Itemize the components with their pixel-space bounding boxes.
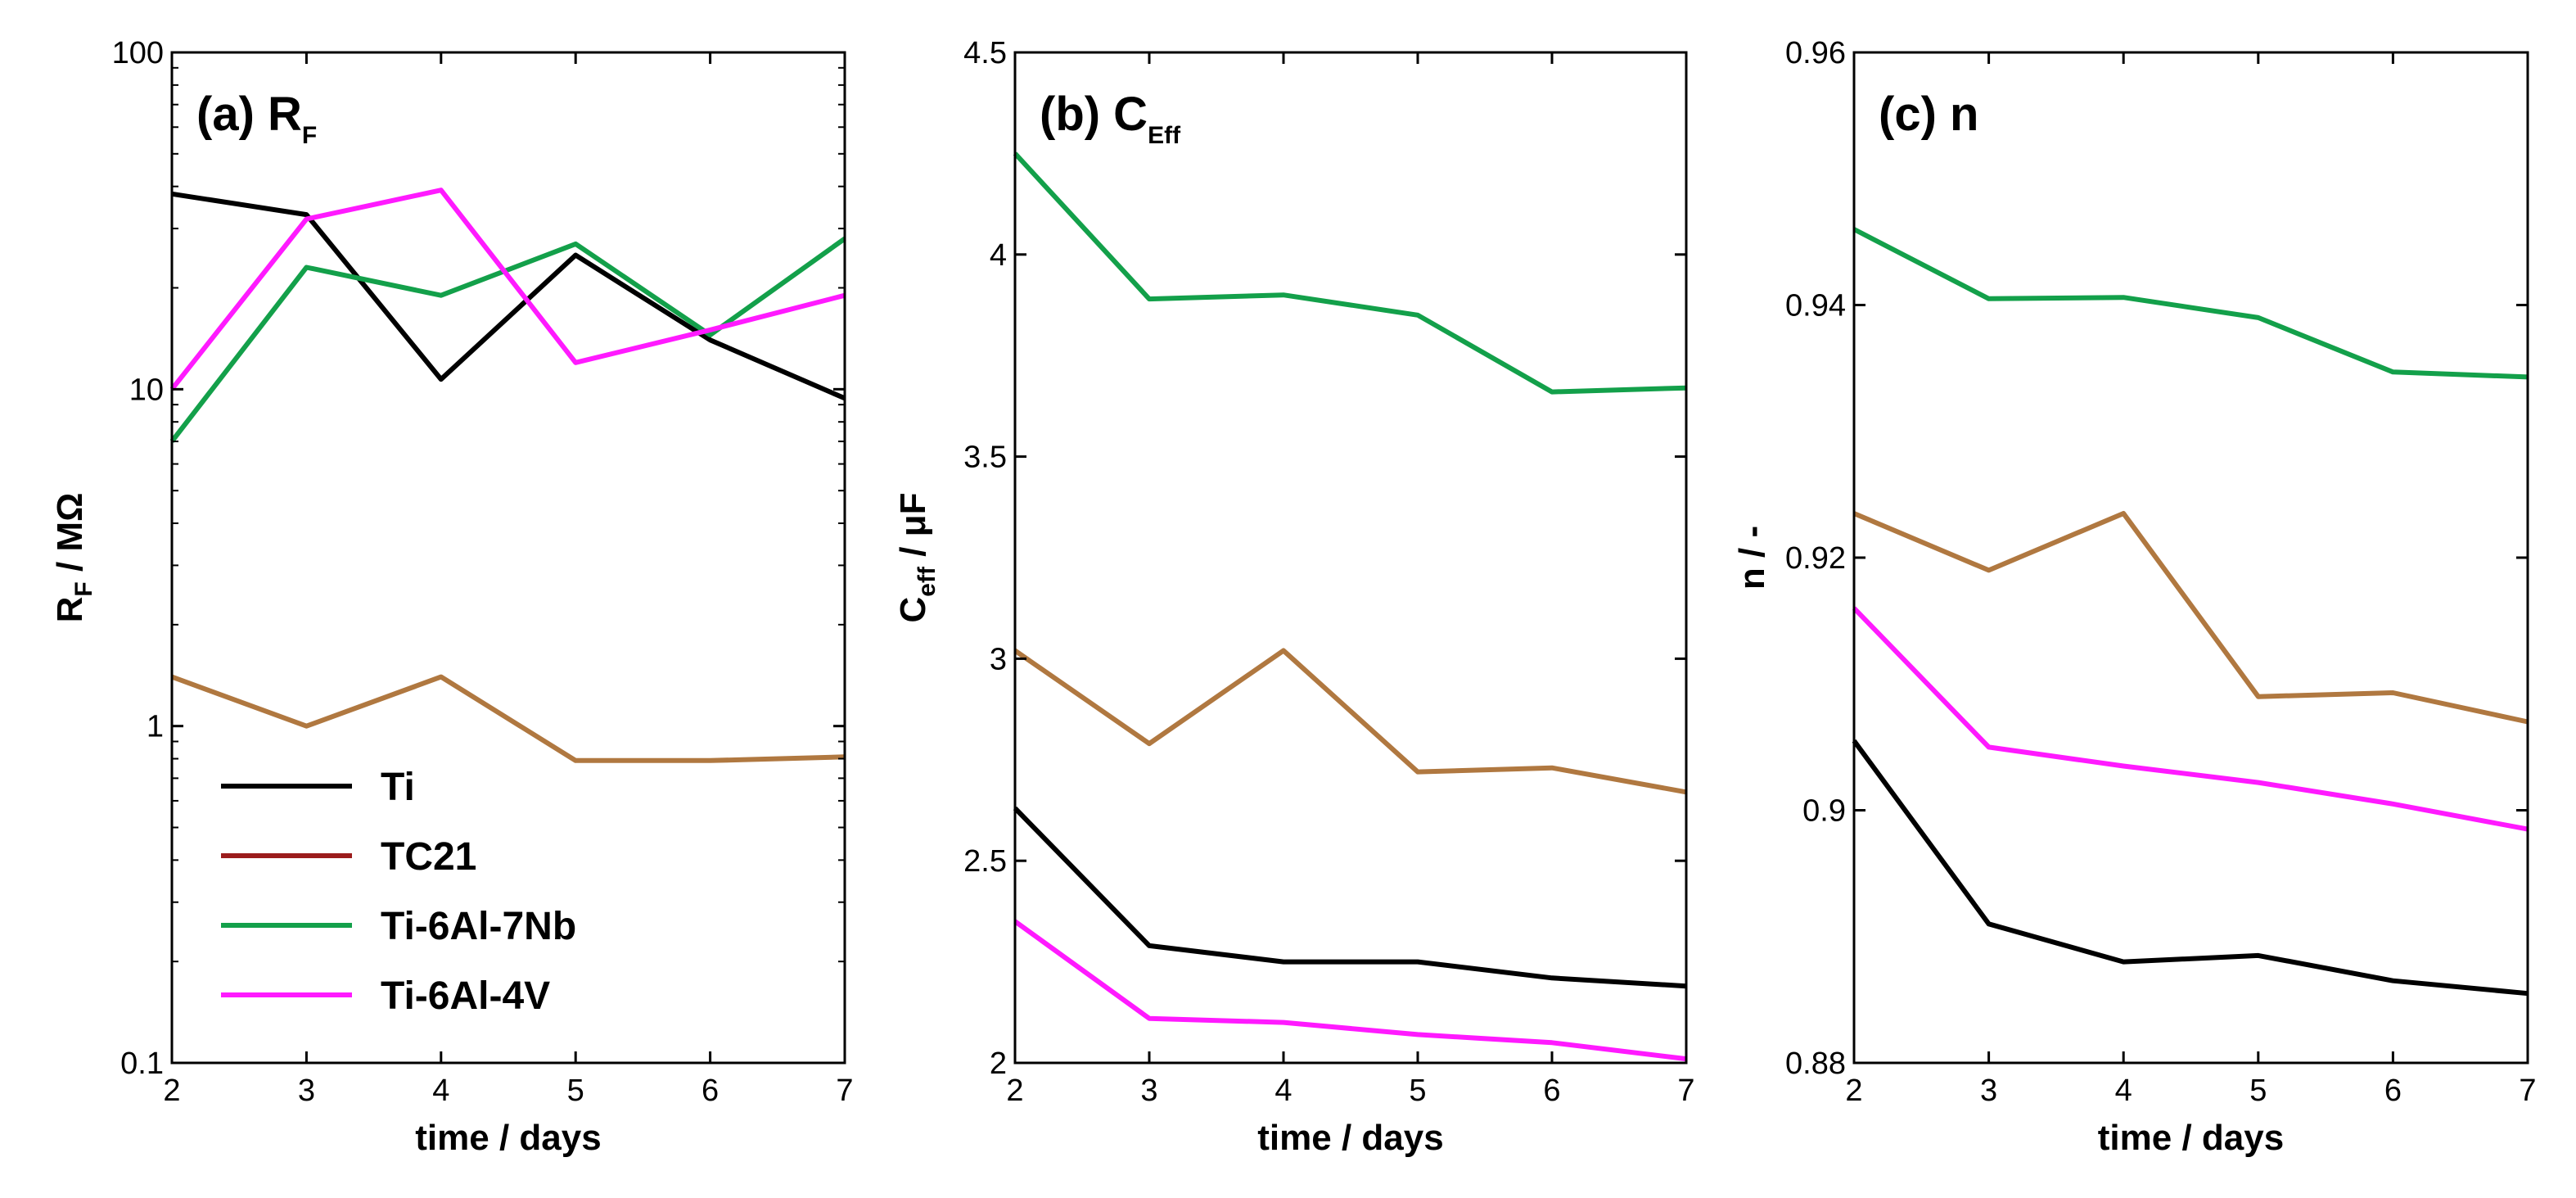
panel-title-sub: Eff [1148,122,1181,149]
legend-label: TC21 [381,835,476,879]
series-line-ti-6al-4v [1013,919,1687,1062]
panel-title-main: (a) R [196,88,302,141]
y-axis-label: Ceff / μF [893,493,941,623]
panel-title-sub: F [302,122,317,149]
y-tick-label: 2.5 [963,844,1007,879]
y-axis-label-sub: F [70,581,97,596]
series-line-ti [1852,739,2529,997]
x-axis-label: time / days [2098,1118,2284,1158]
y-tick-label: 4.5 [963,36,1007,70]
x-axis-label: time / days [415,1118,601,1158]
x-tick-label: 7 [1677,1074,1694,1108]
x-tick-label: 6 [702,1074,719,1108]
series-group [169,188,846,763]
x-tick-label: 6 [2384,1074,2402,1108]
y-tick-label: 0.94 [1785,289,1846,323]
x-tick-label: 5 [1409,1074,1426,1108]
legend-label: Ti-6Al-4V [381,974,550,1018]
panel-2: 2 3 4 5 6 7 2 2.5 3 3.5 4 4.5 (b) CEff time / days Cef… [893,36,1695,1158]
y-tick-label: 0.9 [1802,794,1846,829]
panel-title: (b) CEff [1040,88,1181,149]
y-axis-label-unit: / MΩ [50,493,90,582]
y-tick-label: 100 [112,36,164,70]
y-axis-label-sub: eff [914,566,941,597]
x-tick-label: 3 [1140,1074,1157,1108]
series-line-ti-6al-7nb [1852,227,2529,380]
y-tick-label: 1 [147,710,164,744]
x-tick-label: 2 [1845,1074,1862,1108]
x-tick-label: 4 [1274,1074,1292,1108]
x-tick-label: 7 [2519,1074,2536,1108]
legend: Ti TC21 Ti-6Al-7Nb Ti-6Al-4V [221,766,576,1018]
series-line-ti-6al-7nb [1013,151,1687,395]
panel-title-main: (c) n [1879,88,1978,141]
y-tick-label: 0.88 [1785,1047,1846,1081]
panel-title-main: (b) C [1040,88,1148,141]
x-axis-label: time / days [1257,1118,1443,1158]
y-tick-label: 4 [990,238,1007,273]
legend-label: Ti-6Al-7Nb [381,905,576,948]
series-line-ti-6al-7nb [169,236,846,443]
series-line-tc21 [1852,511,2529,725]
y-axis-label-main: R [50,597,90,623]
plot-frame [170,51,846,1065]
x-tick-label: 7 [836,1074,853,1108]
x-tick-label: 5 [567,1074,584,1108]
series-group [1852,227,2529,997]
y-axis-label: n / - [1732,526,1772,590]
series-line-ti [171,191,846,401]
series-line-ti [1013,806,1687,989]
legend-label: Ti [381,766,415,809]
x-tick-label: 3 [298,1074,315,1108]
x-tick-label: 4 [432,1074,449,1108]
x-tick-label: 6 [1543,1074,1560,1108]
y-tick-label: 3 [990,642,1007,676]
x-tick-label: 5 [2249,1074,2267,1108]
panel-title: (c) n [1879,88,1978,141]
series-line-tc21 [1013,648,1687,795]
series-line-tc21 [170,674,846,763]
series-group [1013,151,1687,1062]
y-tick-label: 0.96 [1785,36,1846,70]
y-axis-label-main: C [893,597,933,623]
panel-3: 2 3 4 5 6 7 0.88 0.9 0.92 0.94 0.96 (c) n time / day… [1732,36,2537,1158]
series-line-ti-6al-4v [169,188,846,391]
series-line-ti-6al-4v [1852,606,2529,832]
y-tick-label: 3.5 [963,441,1007,475]
panel-title: (a) RF [196,88,317,149]
x-tick-label: 2 [163,1074,180,1108]
y-axis-label-main: n / - [1732,526,1772,590]
y-tick-label: 10 [129,373,164,407]
x-tick-label: 2 [1006,1074,1023,1108]
y-axis-label: RF / MΩ [50,493,97,623]
plot-frame [1013,51,1688,1065]
x-tick-label: 4 [2115,1074,2132,1108]
y-tick-label: 0.1 [120,1047,164,1081]
x-tick-label: 3 [1980,1074,1997,1108]
y-tick-label: 0.92 [1785,541,1846,576]
y-axis-label-unit: / μF [893,493,933,567]
y-tick-label: 2 [990,1047,1007,1081]
